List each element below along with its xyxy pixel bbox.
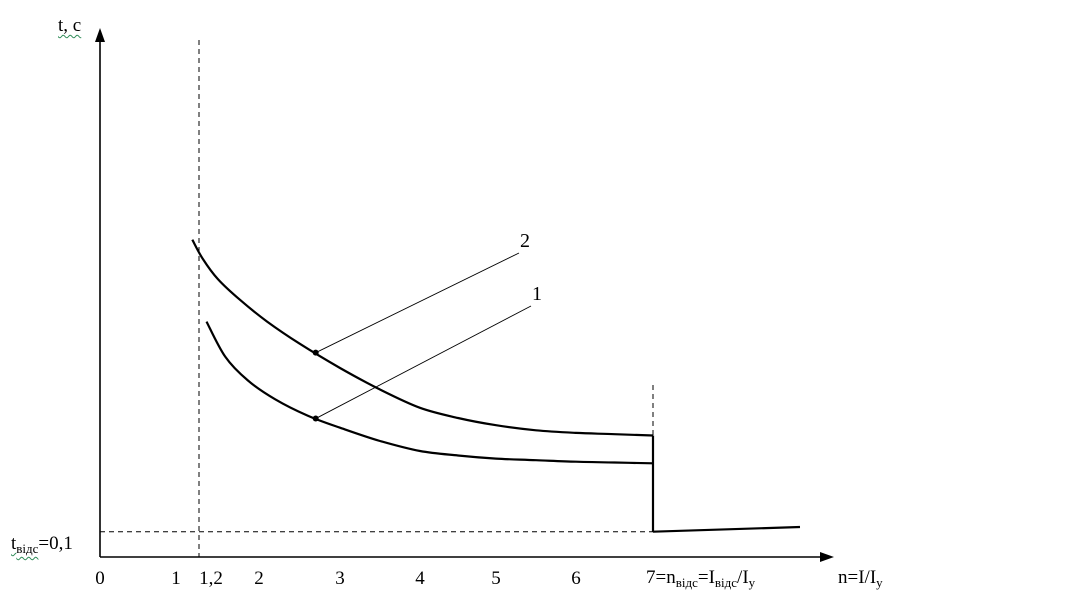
t-vids-label: tвідс=0,1: [11, 534, 73, 555]
x-tick-label-6: 4: [415, 568, 425, 589]
x-tick-7-eq1: =n: [655, 567, 676, 588]
leader-line-1: [315, 305, 532, 419]
x-tick-label-3: 1,2: [199, 568, 223, 589]
leader-point-1: [312, 415, 319, 422]
x-tick-label-4: 2: [254, 568, 264, 589]
y-axis-label-text: t, c: [58, 15, 82, 36]
leader-point-2: [312, 349, 319, 356]
curve-label-2: 2: [520, 230, 530, 252]
x-tick-7-eq3: /I: [737, 567, 749, 588]
x-tick-label-5: 3: [335, 568, 345, 589]
y-axis-arrow-icon: [95, 28, 105, 42]
x-tick-label-2: 1: [171, 568, 181, 589]
x-tick-label-1: 0: [95, 568, 105, 589]
x-tick-label-8: 6: [571, 568, 581, 589]
post-cutoff-segment: [652, 525, 801, 533]
curve-label-1: 1: [532, 283, 542, 305]
x-tick-7-label: 7=nвідс=Iвідс/Iy: [646, 568, 755, 589]
x-axis-label-main: n=I/I: [838, 567, 877, 588]
t-vids-label-sub: відс: [16, 541, 39, 556]
t-vids-label-rest: =0,1: [38, 533, 73, 554]
x-tick-7-sub2: відс: [714, 575, 738, 590]
y-axis-label: t, c: [58, 16, 81, 35]
x-tick-7-eq2: =I: [697, 567, 715, 588]
x-axis-arrow-icon: [820, 552, 834, 562]
x-axis-label-sub: y: [876, 575, 883, 590]
x-axis-label: n=I/Iy: [838, 568, 883, 589]
x-tick-7-n: 7: [646, 567, 656, 588]
curve-2: [191, 239, 654, 437]
curve-1: [205, 321, 654, 465]
leader-line-2: [315, 252, 520, 354]
x-tick-label-7: 5: [491, 568, 501, 589]
t-vids-label-main: t: [11, 533, 17, 554]
x-tick-7-sub1: відс: [675, 575, 698, 590]
x-tick-7-sub3: y: [748, 575, 756, 590]
